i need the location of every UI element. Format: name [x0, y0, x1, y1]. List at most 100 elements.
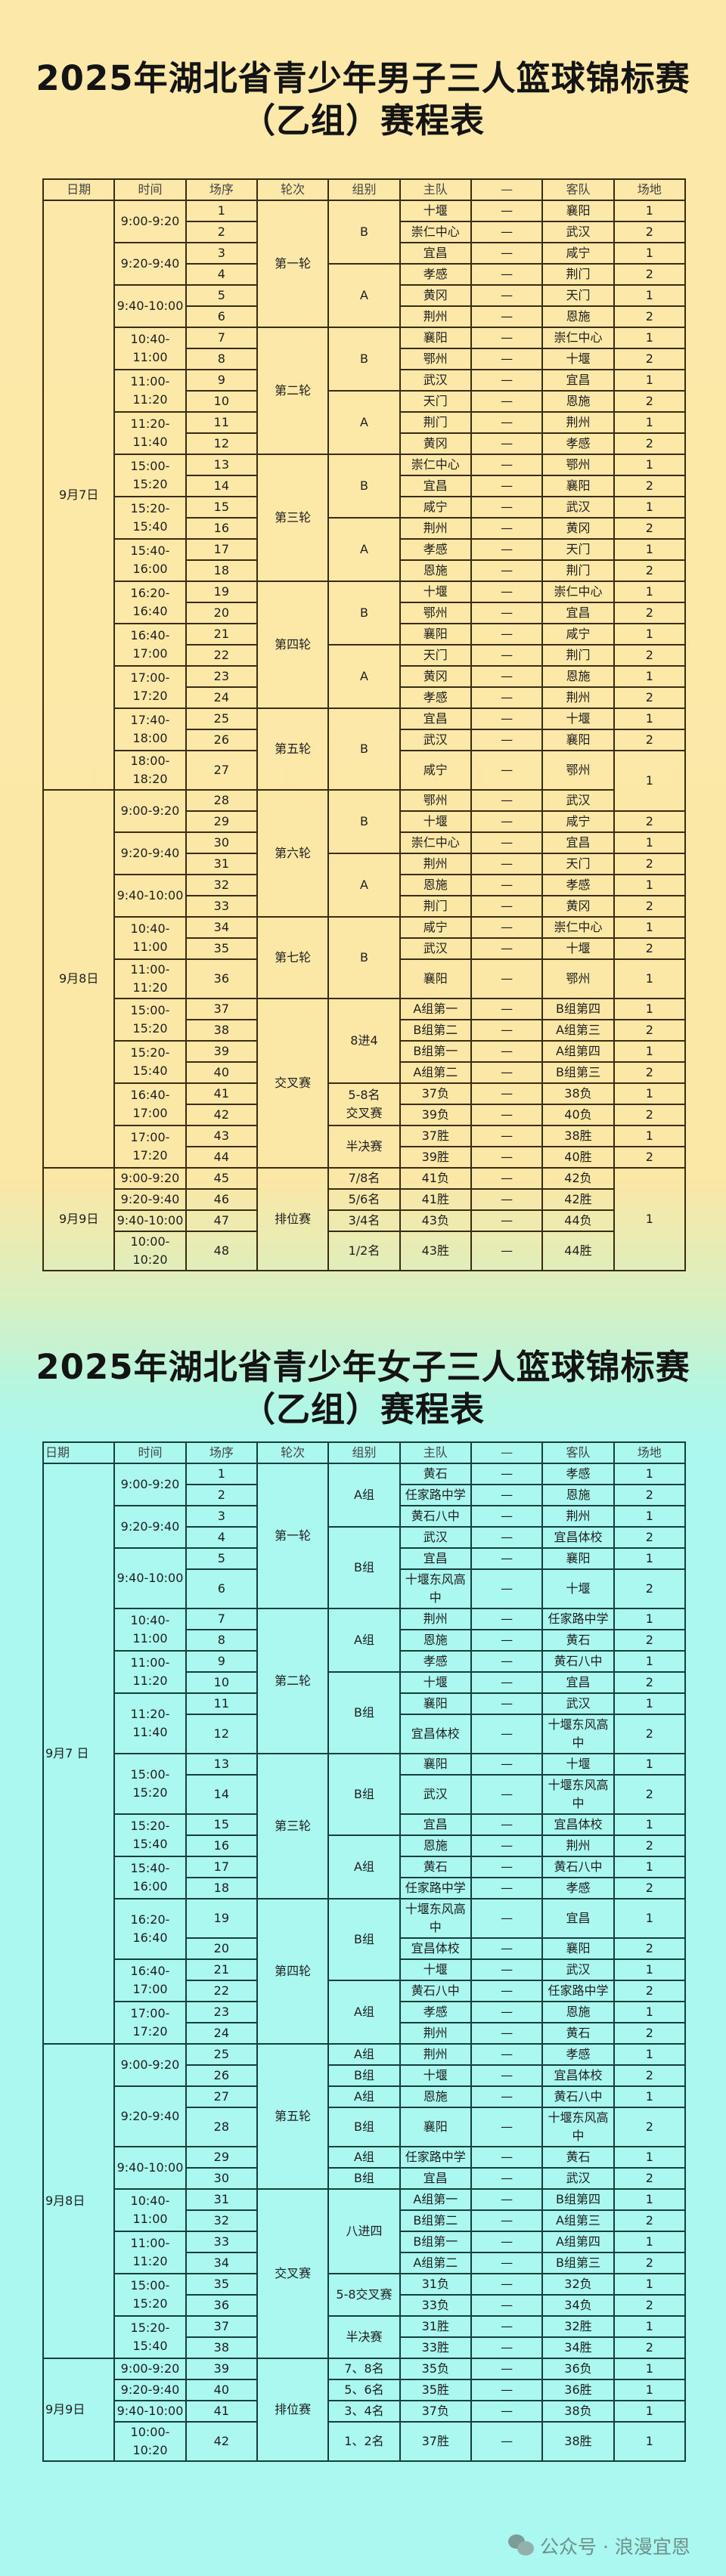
away-team-cell: 荆州 [541, 411, 615, 434]
vs-dash: — [470, 1082, 544, 1105]
group-cell: B [327, 581, 401, 646]
match-no-cell: 5 [185, 284, 258, 307]
vs-dash: — [470, 2358, 544, 2380]
group-cell: A组 [327, 1980, 401, 2045]
vs-dash: — [470, 1650, 544, 1673]
table-row: 14 宜昌 — 襄阳 2 [43, 475, 687, 497]
away-team-cell: 38胜 [541, 1125, 615, 1147]
match-no-cell: 13 [185, 1753, 258, 1776]
vs-dash: — [470, 644, 544, 667]
time-cell: 9:20-9:40 [113, 2085, 187, 2147]
home-team-cell: 39胜 [399, 1146, 472, 1169]
home-team-cell: 宜昌 [399, 2167, 472, 2190]
table-row: 10:00-10:20 42 1、2名 37胜 —38胜 1 [43, 2421, 687, 2462]
venue-cell: 1 [613, 707, 687, 730]
table-row: 11:20-11:40 11 襄阳 — 武汉 1 [43, 1692, 687, 1754]
home-team-cell: B组第一 [399, 1040, 472, 1063]
table-row: 8 恩施 — 黄石 2 [43, 1629, 687, 1652]
away-team-cell: 36胜 [541, 2379, 615, 2401]
away-team-cell: 34负 [541, 2294, 615, 2317]
match-no-cell: 38 [185, 1019, 258, 1042]
home-team-cell: A组第一 [399, 2188, 472, 2211]
home-team-cell: 天门 [399, 390, 472, 413]
match-no-cell: 7 [185, 327, 258, 349]
match-no-cell: 33 [185, 895, 258, 918]
table-row: 9月9日 9:00-9:20 45 排位赛 7/8名 41负 —42负 1 [42, 1167, 687, 1271]
time-cell: 9:40-10:00 [113, 284, 187, 328]
vs-dash: — [470, 581, 544, 603]
venue-cell: 1 [613, 1958, 687, 1981]
away-team-cell: 黄石 [541, 2146, 615, 2169]
match-no-cell: 31 [185, 853, 258, 875]
vs-dash: — [470, 454, 544, 476]
venue-cell: 1 [613, 2273, 687, 2296]
venue-cell: 2 [613, 2167, 687, 2190]
venue-cell: 1 [613, 750, 687, 812]
table-row: 38 B组第二 — A组第三 2 [43, 1019, 687, 1042]
away-team-cell: 武汉 [541, 496, 615, 519]
home-team-cell: 31胜 [399, 2315, 472, 2338]
header-away-team: 客队 [541, 1441, 615, 1464]
vs-dash: — [470, 1568, 544, 1609]
away-team-cell: 38负 [541, 1082, 615, 1105]
vs-dash: — [470, 1958, 544, 1981]
away-team-cell: 荆门 [541, 644, 615, 667]
vs-dash: — [470, 1040, 544, 1063]
home-team-cell: 荆州 [399, 2022, 472, 2045]
match-no-cell: 12 [185, 432, 258, 455]
group-cell: 半决赛 [327, 1125, 401, 1169]
vs-dash: — [470, 2043, 544, 2066]
women-schedule-title: 2025年湖北省青少年女子三人篮球锦标赛 （乙组）赛程表 [0, 1346, 726, 1431]
table-row: 9:40-10:00 29 A组 任家路中学 — 黄石 1 [43, 2146, 687, 2190]
time-cell: 17:00-17:20 [113, 665, 187, 709]
match-no-cell: 28 [185, 2107, 258, 2147]
venue-cell: 2 [613, 390, 687, 413]
time-cell: 9:20-9:40 [113, 2379, 187, 2401]
away-team-cell: 宜昌体校 [541, 2064, 615, 2087]
group-cell: B [327, 327, 401, 392]
home-team-cell: 鄂州 [399, 789, 472, 812]
header-match-no: 场序 [185, 178, 258, 201]
vs-dash: — [470, 665, 544, 688]
match-no-cell: 39 [185, 2358, 258, 2380]
vs-dash: — [470, 707, 544, 730]
group-cell: B组 [327, 1671, 401, 1754]
match-no-cell: 46 [185, 1188, 258, 1211]
venue-cell: 2 [613, 686, 687, 709]
time-cell: 16:20-16:40 [113, 581, 187, 624]
group-cell: 7/8名 [327, 1167, 401, 1190]
time-cell: 9:20-9:40 [113, 1188, 187, 1211]
group-cell: B组 [327, 2064, 401, 2087]
venue-cell: 2 [613, 1877, 687, 1899]
away-team-cell: 荆州 [541, 686, 615, 709]
header-venue: 场地 [613, 178, 687, 201]
away-team-cell: 崇仁中心 [541, 581, 615, 603]
table-row: 31 A 荆州 — 天门 2 [43, 853, 687, 918]
match-no-cell: 30 [185, 2167, 258, 2190]
venue-cell: 2 [613, 305, 687, 328]
table-row: 2 任家路中学 — 恩施 2 [43, 1484, 687, 1506]
away-team-cell: 襄阳 [541, 475, 615, 497]
group-cell: B组 [327, 1898, 401, 1981]
home-team-cell: 咸宁 [399, 750, 472, 791]
home-team-cell: 黄冈 [399, 284, 472, 307]
round-cell: 第四轮 [256, 581, 330, 709]
table-row: 10:40-11:00 7 第二轮 A组 荆州 — 任家路中学 1 [43, 1608, 687, 1754]
time-cell: 9:20-9:40 [113, 831, 187, 875]
away-team-cell: 武汉 [541, 1692, 615, 1715]
venue-cell: 1 [613, 242, 687, 265]
table-row: 15:00-15:20 13 第三轮 B 崇仁中心 — 鄂州 1 [43, 454, 687, 582]
away-team-cell: 荆门 [541, 559, 615, 582]
time-cell: 11:00-11:20 [113, 1650, 187, 1694]
time-cell: 9:00-9:20 [113, 200, 187, 243]
time-cell: 11:00-11:20 [113, 958, 187, 999]
home-team-cell: 黄冈 [399, 665, 472, 688]
vs-dash: — [470, 1188, 544, 1211]
home-team-cell: 襄阳 [399, 327, 472, 349]
table-row: 15:20-15:40 37 半决赛 31胜 —32胜 1 [43, 2315, 687, 2359]
match-no-cell: 29 [185, 2146, 258, 2169]
women-title-line2: （乙组）赛程表 [240, 1389, 485, 1429]
away-team-cell: 恩施 [541, 1484, 615, 1506]
away-team-cell: 十堰东风高中 [541, 1714, 615, 1754]
away-team-cell: 襄阳 [541, 729, 615, 751]
